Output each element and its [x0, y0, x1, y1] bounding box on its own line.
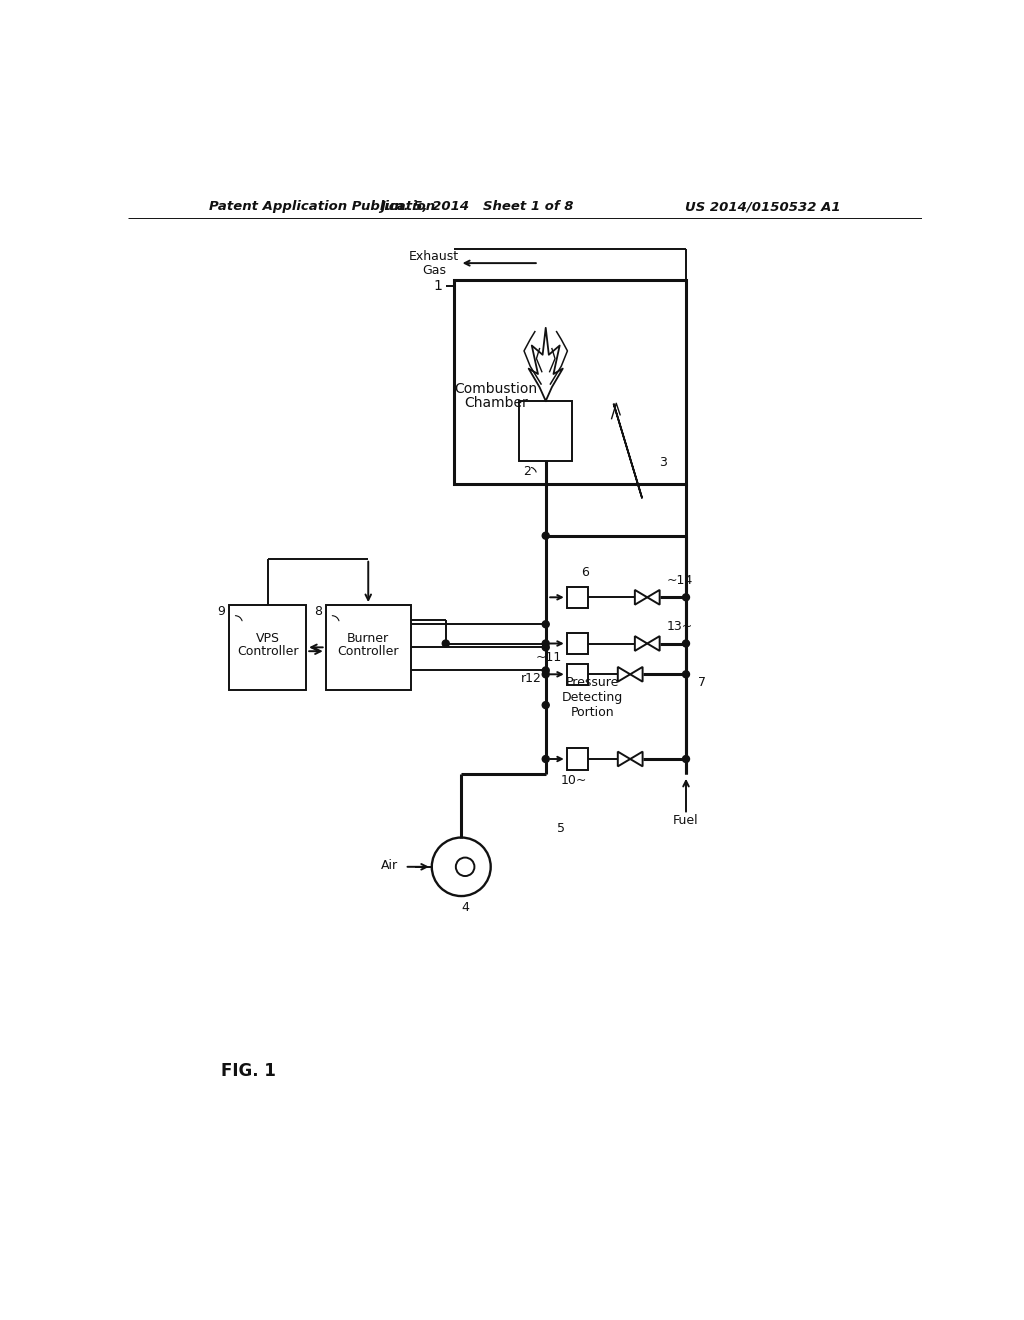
Bar [519, 401, 572, 461]
Circle shape [683, 755, 689, 763]
Text: FIG. 1: FIG. 1 [221, 1061, 275, 1080]
Text: ~11: ~11 [536, 651, 562, 664]
Text: VPS: VPS [256, 631, 280, 644]
Bar [326, 605, 411, 689]
Circle shape [683, 671, 689, 677]
Text: Jun. 5, 2014   Sheet 1 of 8: Jun. 5, 2014 Sheet 1 of 8 [380, 201, 573, 214]
Polygon shape [635, 590, 647, 605]
Text: 5: 5 [557, 822, 564, 834]
Text: 8: 8 [313, 605, 322, 618]
Text: Chamber: Chamber [464, 396, 528, 411]
Text: 3: 3 [658, 455, 667, 469]
Bar [566, 632, 589, 655]
Circle shape [442, 640, 450, 647]
Text: Pressure: Pressure [565, 676, 618, 689]
Polygon shape [635, 636, 647, 651]
Text: Combustion: Combustion [455, 383, 538, 396]
Text: 6: 6 [582, 566, 589, 579]
Text: Controller: Controller [338, 645, 399, 659]
Circle shape [543, 532, 549, 539]
Text: 2: 2 [523, 465, 531, 478]
Circle shape [543, 620, 549, 628]
Text: Controller: Controller [237, 645, 298, 659]
Text: Fuel: Fuel [673, 814, 698, 828]
Bar [566, 748, 589, 770]
Text: 1: 1 [434, 280, 442, 293]
Bar [454, 280, 686, 484]
Circle shape [543, 667, 549, 675]
Text: Patent Application Publication: Patent Application Publication [209, 201, 435, 214]
Text: Exhaust: Exhaust [409, 249, 459, 263]
Circle shape [543, 640, 549, 647]
Polygon shape [630, 667, 643, 681]
Circle shape [543, 755, 549, 763]
Polygon shape [647, 590, 659, 605]
Text: 13~: 13~ [667, 620, 693, 634]
Polygon shape [617, 667, 630, 681]
Text: 9: 9 [217, 605, 225, 618]
Bar [566, 664, 589, 685]
Polygon shape [647, 636, 659, 651]
Text: r12: r12 [521, 672, 542, 685]
Circle shape [543, 671, 549, 677]
Text: Portion: Portion [570, 706, 614, 719]
Text: Burner: Burner [347, 631, 389, 644]
Circle shape [683, 640, 689, 647]
Bar [228, 605, 306, 689]
Text: 4: 4 [461, 902, 469, 915]
Circle shape [683, 594, 689, 601]
Text: 7: 7 [697, 676, 706, 689]
Text: Gas: Gas [422, 264, 446, 277]
Circle shape [543, 644, 549, 651]
Polygon shape [617, 751, 630, 767]
Bar [566, 586, 589, 609]
Polygon shape [613, 404, 642, 499]
Text: 10~: 10~ [560, 774, 587, 787]
Polygon shape [630, 751, 643, 767]
Text: Detecting: Detecting [561, 690, 623, 704]
Text: ~14: ~14 [667, 574, 693, 587]
Text: Air: Air [381, 859, 397, 871]
Text: US 2014/0150532 A1: US 2014/0150532 A1 [685, 201, 841, 214]
Circle shape [543, 702, 549, 709]
